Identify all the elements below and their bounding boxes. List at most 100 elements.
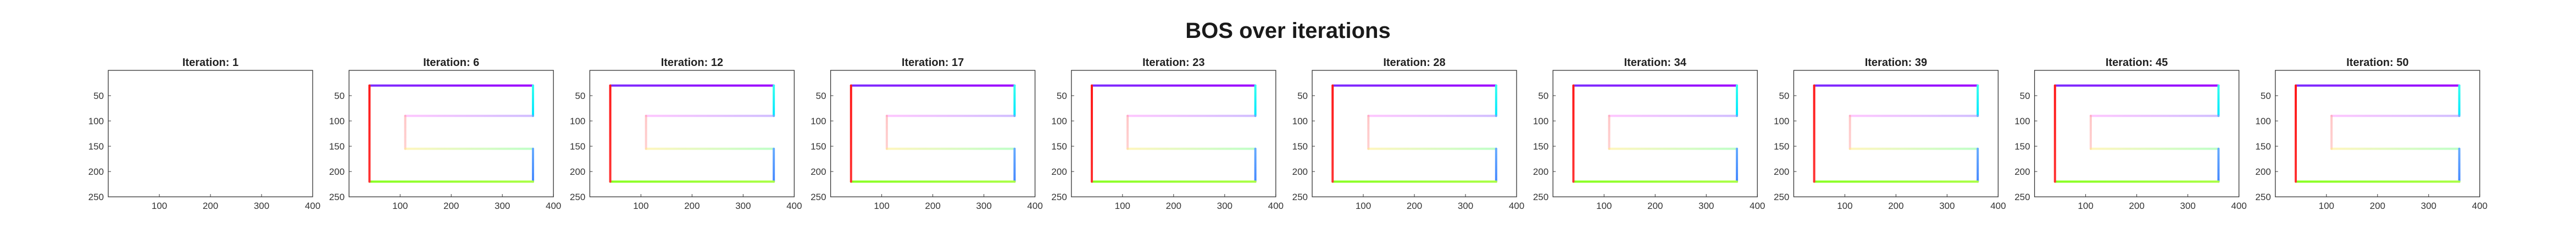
axes-box xyxy=(1071,70,1276,197)
y-tick-label: 200 xyxy=(2014,167,2030,177)
y-tick-label: 200 xyxy=(2255,167,2270,177)
x-tick-label: 200 xyxy=(1407,201,1422,211)
axes-box xyxy=(1793,70,1999,197)
y-tick-label: 150 xyxy=(329,141,345,152)
axes-box xyxy=(348,70,554,197)
subplot-title: Iteration: 1 xyxy=(182,57,238,69)
x-tick-label: 200 xyxy=(925,201,940,211)
subplot-4: Iteration: 17 100 200 300 400 50 100 150 200 250 xyxy=(810,57,1043,211)
subplot-title: Iteration: 45 xyxy=(2106,57,2168,69)
y-tick-label: 150 xyxy=(88,141,104,152)
x-tick-label: 100 xyxy=(1356,201,1371,211)
subplot-title: Iteration: 34 xyxy=(1624,57,1687,69)
subplot-title: Iteration: 23 xyxy=(1142,57,1204,69)
subplot-6: Iteration: 28 100 200 300 400 50 100 150 200 250 xyxy=(1292,57,1525,211)
axes-box xyxy=(2034,70,2240,197)
y-tick-label: 250 xyxy=(329,192,345,202)
x-tick-label: 300 xyxy=(1217,201,1233,211)
x-tick-label: 100 xyxy=(392,201,408,211)
x-tick-label: 100 xyxy=(874,201,889,211)
y-tick-label: 150 xyxy=(2255,141,2270,152)
x-tick-label: 100 xyxy=(2319,201,2334,211)
y-tick-label: 50 xyxy=(816,91,826,101)
y-tick-label: 250 xyxy=(88,192,104,202)
y-tick-label: 150 xyxy=(1051,141,1067,152)
y-tick-label: 150 xyxy=(1292,141,1308,152)
x-tick-label: 200 xyxy=(443,201,459,211)
y-tick-label: 100 xyxy=(1051,116,1067,126)
x-tick-label: 300 xyxy=(735,201,751,211)
x-tick-label: 100 xyxy=(2078,201,2093,211)
y-tick-label: 100 xyxy=(1533,116,1548,126)
y-tick-label: 200 xyxy=(810,167,826,177)
x-tick-label: 200 xyxy=(2370,201,2385,211)
y-tick-label: 50 xyxy=(93,91,104,101)
axes-box xyxy=(108,70,313,197)
y-tick-label: 200 xyxy=(88,167,104,177)
y-tick-label: 100 xyxy=(1774,116,1789,126)
y-tick-label: 150 xyxy=(2014,141,2030,152)
x-tick-label: 100 xyxy=(152,201,167,211)
x-tick-label: 400 xyxy=(305,201,320,211)
x-tick-label: 300 xyxy=(1458,201,1473,211)
y-tick-label: 250 xyxy=(570,192,585,202)
y-tick-label: 100 xyxy=(1292,116,1308,126)
figure-title: BOS over iterations xyxy=(1185,19,1391,43)
x-tick-label: 200 xyxy=(1647,201,1663,211)
x-tick-label: 200 xyxy=(1166,201,1181,211)
axes-box xyxy=(1312,70,1517,197)
axes-box xyxy=(2275,70,2480,197)
y-tick-label: 50 xyxy=(1779,91,1789,101)
y-tick-label: 100 xyxy=(88,116,104,126)
x-tick-label: 100 xyxy=(1837,201,1852,211)
y-tick-label: 200 xyxy=(329,167,345,177)
x-tick-label: 100 xyxy=(1596,201,1612,211)
y-tick-label: 50 xyxy=(334,91,345,101)
x-tick-label: 200 xyxy=(684,201,699,211)
x-tick-label: 300 xyxy=(2180,201,2195,211)
x-tick-label: 400 xyxy=(786,201,802,211)
subplot-1: Iteration: 1 100 200 300 400 50 100 150 200 250 xyxy=(88,57,321,211)
subplot-5: Iteration: 23 100 200 300 400 50 100 150 200 250 xyxy=(1051,57,1284,211)
y-tick-label: 250 xyxy=(1533,192,1548,202)
y-tick-label: 200 xyxy=(1051,167,1067,177)
y-tick-label: 150 xyxy=(810,141,826,152)
x-tick-label: 200 xyxy=(2129,201,2144,211)
subplot-9: Iteration: 45 100 200 300 400 50 100 150 200 250 xyxy=(2014,57,2247,211)
y-tick-label: 100 xyxy=(2014,116,2030,126)
x-tick-label: 300 xyxy=(495,201,510,211)
x-tick-label: 400 xyxy=(1509,201,1524,211)
y-tick-label: 200 xyxy=(1774,167,1789,177)
y-tick-label: 200 xyxy=(1292,167,1308,177)
x-tick-label: 400 xyxy=(1027,201,1042,211)
y-tick-label: 100 xyxy=(570,116,585,126)
x-tick-label: 300 xyxy=(2421,201,2436,211)
axes-box xyxy=(830,70,1036,197)
subplot-8: Iteration: 39 100 200 300 400 50 100 150 200 250 xyxy=(1774,57,2006,211)
x-tick-label: 300 xyxy=(254,201,269,211)
subplot-title: Iteration: 6 xyxy=(423,57,479,69)
x-tick-label: 300 xyxy=(1939,201,1955,211)
axes-box xyxy=(589,70,795,197)
y-tick-label: 150 xyxy=(1774,141,1789,152)
subplot-2: Iteration: 6 100 200 300 400 50 100 150 200 250 xyxy=(329,57,562,211)
x-tick-label: 200 xyxy=(203,201,218,211)
y-tick-label: 50 xyxy=(575,91,585,101)
subplot-title: Iteration: 12 xyxy=(661,57,723,69)
y-tick-label: 50 xyxy=(1057,91,1067,101)
subplot-3: Iteration: 12 100 200 300 400 50 100 150 200 250 xyxy=(570,57,802,211)
y-tick-label: 100 xyxy=(810,116,826,126)
y-tick-label: 200 xyxy=(570,167,585,177)
subplot-title: Iteration: 28 xyxy=(1383,57,1445,69)
x-tick-label: 400 xyxy=(1750,201,1765,211)
x-tick-label: 400 xyxy=(1990,201,2006,211)
subplot-title: Iteration: 39 xyxy=(1865,57,1927,69)
subplot-10: Iteration: 50 100 200 300 400 50 100 150 200 250 xyxy=(2255,57,2488,211)
x-tick-label: 400 xyxy=(2231,201,2246,211)
y-tick-label: 250 xyxy=(1292,192,1308,202)
y-tick-label: 50 xyxy=(2261,91,2271,101)
x-tick-label: 300 xyxy=(1698,201,1714,211)
y-tick-label: 250 xyxy=(2014,192,2030,202)
y-tick-label: 150 xyxy=(1533,141,1548,152)
y-tick-label: 250 xyxy=(2255,192,2270,202)
